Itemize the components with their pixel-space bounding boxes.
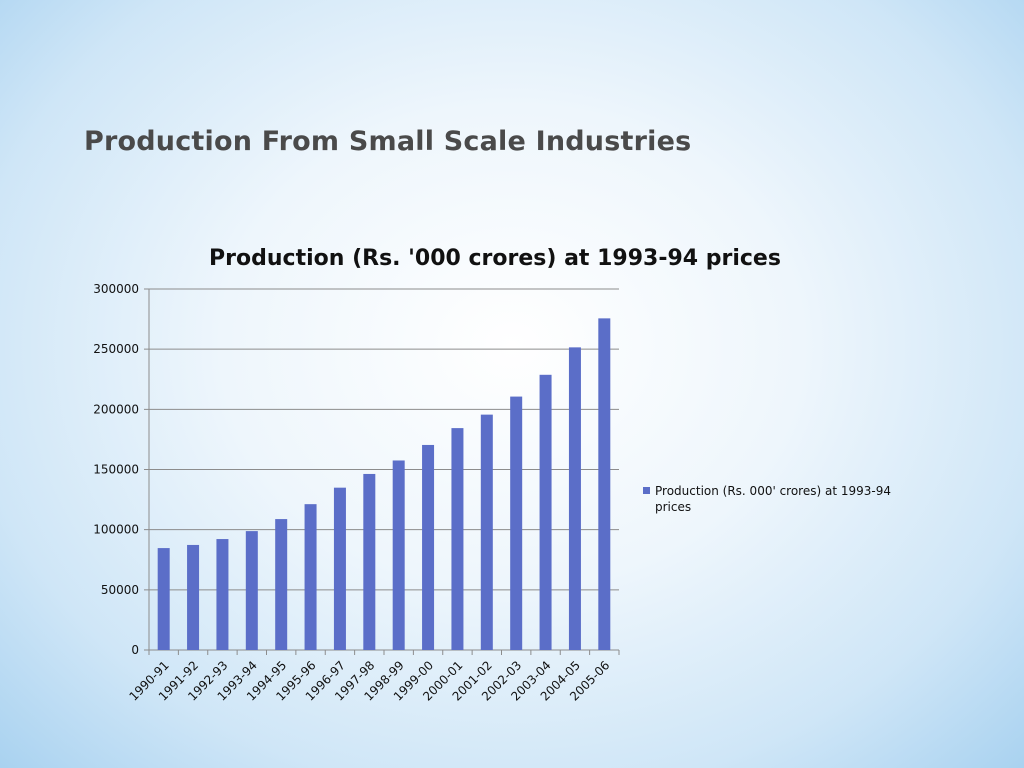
- chart-title: Production (Rs. '000 crores) at 1993-94 …: [209, 246, 781, 271]
- bar: [245, 531, 258, 650]
- bar: [598, 318, 611, 650]
- bar: [304, 504, 317, 650]
- legend-swatch: [643, 487, 650, 494]
- bar: [392, 460, 405, 650]
- x-axis-ticks: 1990-911991-921992-931993-941994-951995-…: [126, 650, 620, 704]
- y-tick-label: 150000: [93, 463, 139, 477]
- bar: [510, 396, 523, 650]
- y-tick-label: 250000: [93, 342, 139, 356]
- bar: [363, 473, 376, 650]
- bars: [157, 318, 611, 650]
- bar: [451, 428, 464, 650]
- legend-label: Production (Rs. 000' crores) at 1993-94: [655, 484, 891, 498]
- bar: [216, 539, 229, 650]
- y-tick-label: 0: [131, 643, 139, 657]
- bar: [568, 347, 581, 650]
- slide-title: Production From Small Scale Industries: [84, 126, 692, 157]
- bar: [539, 374, 552, 650]
- bar: [422, 444, 435, 650]
- y-tick-label: 200000: [93, 402, 139, 416]
- legend-label: prices: [655, 500, 691, 514]
- bar: [275, 519, 288, 650]
- legend: Production (Rs. 000' crores) at 1993-94 p…: [643, 484, 891, 514]
- y-tick-label: 300000: [93, 282, 139, 296]
- y-axis-ticks: 0 50000 100000 150000 200000 250000 300000: [93, 282, 139, 657]
- bar: [187, 544, 200, 650]
- bar: [157, 548, 170, 650]
- bar: [480, 414, 493, 650]
- y-tick-label: 100000: [93, 523, 139, 537]
- bar: [333, 487, 346, 650]
- y-tick-label: 50000: [101, 583, 139, 597]
